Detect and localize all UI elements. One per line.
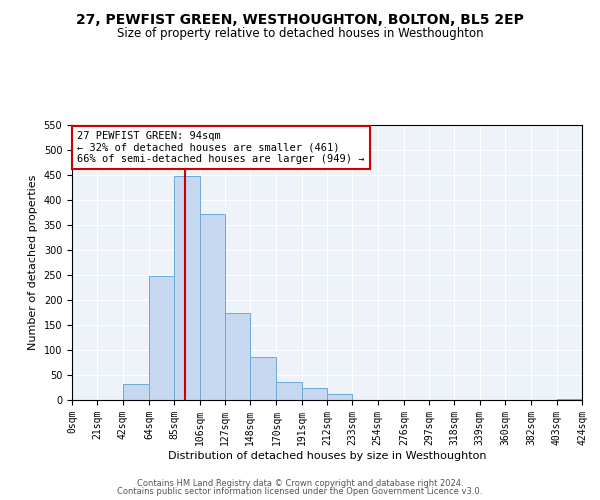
Y-axis label: Number of detached properties: Number of detached properties: [28, 175, 38, 350]
Text: Contains HM Land Registry data © Crown copyright and database right 2024.: Contains HM Land Registry data © Crown c…: [137, 478, 463, 488]
Bar: [149, 276, 174, 400]
Bar: [302, 388, 327, 400]
Bar: [225, 312, 250, 400]
Text: 27 PEWFIST GREEN: 94sqm
← 32% of detached houses are smaller (461)
66% of semi-d: 27 PEWFIST GREEN: 94sqm ← 32% of detache…: [77, 131, 364, 164]
Bar: [277, 382, 302, 400]
Bar: [557, 399, 582, 400]
Bar: [250, 357, 277, 400]
Text: Contains public sector information licensed under the Open Government Licence v3: Contains public sector information licen…: [118, 487, 482, 496]
Bar: [174, 176, 199, 400]
Bar: [327, 394, 352, 400]
Bar: [122, 384, 149, 400]
Bar: [199, 214, 225, 400]
Text: 27, PEWFIST GREEN, WESTHOUGHTON, BOLTON, BL5 2EP: 27, PEWFIST GREEN, WESTHOUGHTON, BOLTON,…: [76, 12, 524, 26]
Text: Size of property relative to detached houses in Westhoughton: Size of property relative to detached ho…: [116, 28, 484, 40]
X-axis label: Distribution of detached houses by size in Westhoughton: Distribution of detached houses by size …: [168, 450, 486, 460]
